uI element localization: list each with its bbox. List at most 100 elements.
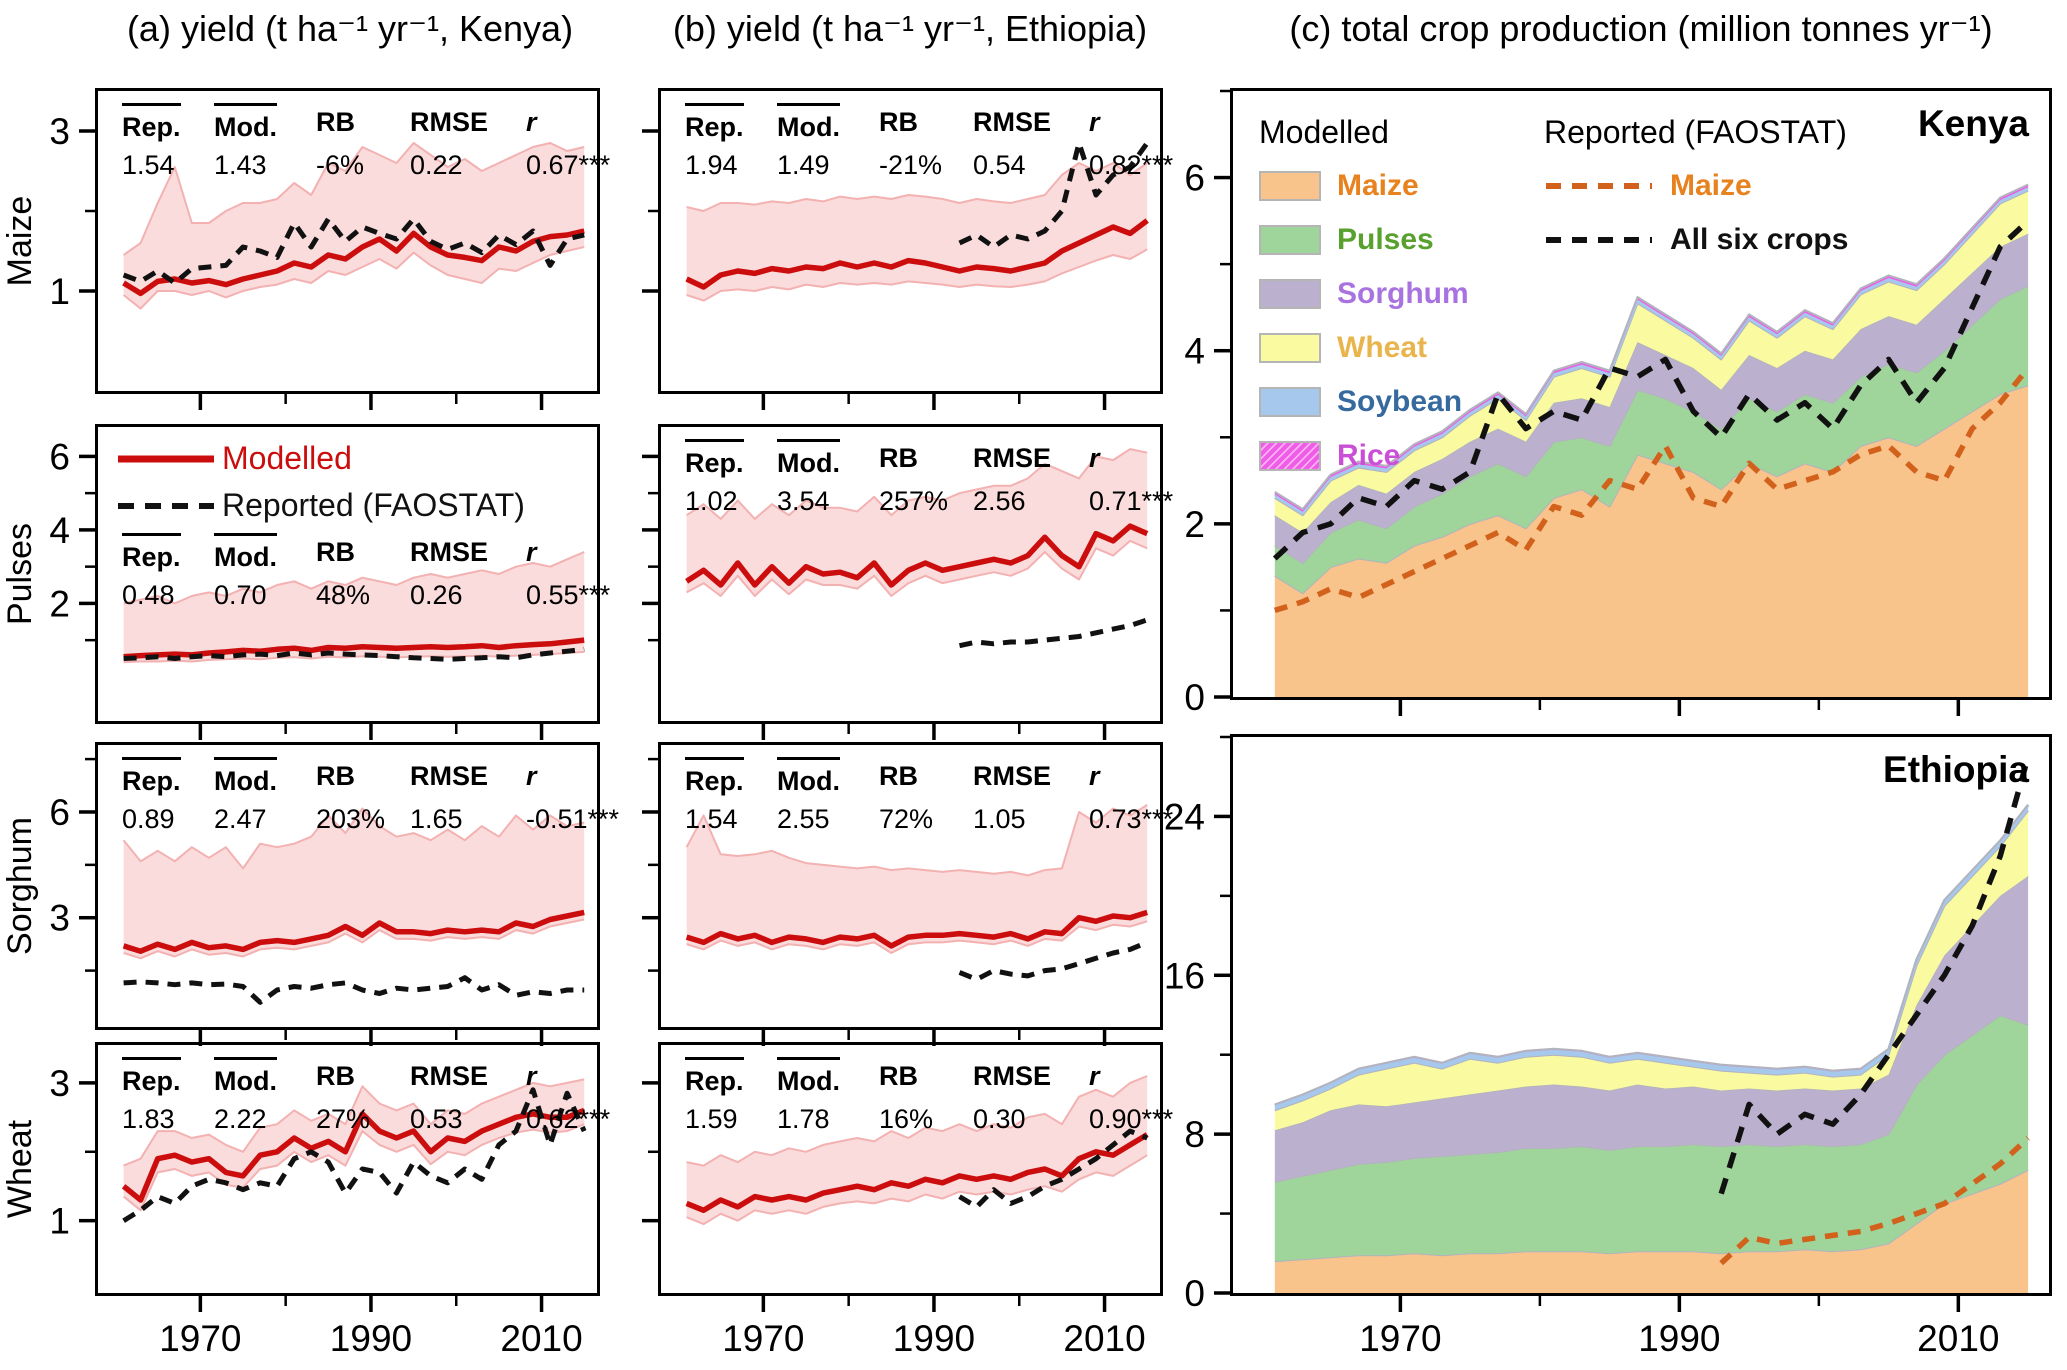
legend-item-reported-maize: Maize xyxy=(1544,159,1964,213)
stats-value: 0.82*** xyxy=(1089,150,1174,181)
panel-kenya-wheat-yield: 1 3 1970 1990 2010 Rep. Mod. RB RMSE r 1.83 2.22 27%… xyxy=(49,1042,610,1359)
svg-text:3: 3 xyxy=(49,111,70,152)
legend-label-modelled: Modelled xyxy=(222,440,352,476)
svg-text:2: 2 xyxy=(1184,504,1205,545)
stats-value: 203% xyxy=(316,804,386,835)
chart-canvas xyxy=(642,757,1149,1046)
stats-value: 1.54 xyxy=(685,804,738,835)
stats-table: Rep. Mod. RB RMSE r 1.54 2.55 72% 1.05 0.73*** xyxy=(685,757,1185,839)
stats-value: 1.65 xyxy=(410,804,463,835)
panel-kenya-sorghum-yield: 3 6 Rep. Mod. RB RMSE r 0.89 2.47 203% 1.65 -0.51**… xyxy=(49,742,619,1046)
legend-item-maize: Maize xyxy=(1259,159,1544,213)
stats-value: 0.22 xyxy=(410,150,463,181)
svg-text:6: 6 xyxy=(49,792,70,833)
chart-canvas: 0 8 16 24 1970 1990 2010 xyxy=(1164,735,2031,1359)
stats-table: Rep. Mod. RB RMSE r 0.89 2.47 203% 1.65 -0.51*** xyxy=(122,757,622,839)
sorghum-swatch xyxy=(1259,279,1321,309)
legend-item-sorghum: Sorghum xyxy=(1259,267,1544,321)
stats-value: 1.49 xyxy=(777,150,830,181)
svg-text:1970: 1970 xyxy=(159,1318,241,1359)
chart-canvas: 36 xyxy=(49,757,585,1046)
stats-header: Mod. xyxy=(214,533,316,576)
stats-header: r xyxy=(1089,443,1100,473)
stats-header: RMSE xyxy=(410,107,489,137)
legend-item-reported: Reported (FAOSTAT) xyxy=(116,482,525,529)
stats-value: 0.73*** xyxy=(1089,804,1174,835)
svg-text:2: 2 xyxy=(49,583,70,624)
stats-header: r xyxy=(526,107,537,137)
svg-text:1: 1 xyxy=(49,271,70,312)
reported-maize-line-swatch xyxy=(1546,183,1652,189)
svg-text:2010: 2010 xyxy=(1063,1318,1145,1359)
stats-table: Rep. Mod. RB RMSE r 1.54 1.43 -6% 0.22 0.67*** xyxy=(122,103,622,185)
stats-header: RMSE xyxy=(973,107,1052,137)
svg-text:4: 4 xyxy=(49,510,70,551)
stats-header: RMSE xyxy=(973,761,1052,791)
stats-value: 1.59 xyxy=(685,1104,738,1135)
legend-item-pulses: Pulses xyxy=(1259,213,1544,267)
svg-text:1990: 1990 xyxy=(893,1318,975,1359)
stats-value: 0.26 xyxy=(410,580,463,611)
stats-value: 48% xyxy=(316,580,371,611)
stats-header: r xyxy=(526,537,537,567)
stats-value: 2.47 xyxy=(214,804,267,835)
row-label-sorghum: Sorghum xyxy=(1,817,39,955)
legend-item-modelled: Modelled xyxy=(116,435,525,482)
stats-value: 0.71*** xyxy=(1089,486,1174,517)
stats-value: 2.56 xyxy=(973,486,1026,517)
stats-value: 1.43 xyxy=(214,150,267,181)
svg-text:16: 16 xyxy=(1164,955,1205,996)
stats-value: 0.90*** xyxy=(1089,1104,1174,1135)
reported-line-swatch xyxy=(118,502,214,509)
stats-header: RB xyxy=(316,537,355,567)
stats-header: Mod. xyxy=(214,757,316,800)
chart-canvas: 0 2 4 6 xyxy=(1184,89,2031,718)
chart-canvas: 13 xyxy=(49,111,585,410)
chart-canvas: 1 3 1970 1990 2010 xyxy=(49,1063,587,1359)
chart-canvas: 2 4 6 xyxy=(49,436,585,740)
svg-text:3: 3 xyxy=(49,1063,70,1104)
panel-kenya-pulses-yield: 2 4 6 Modelled Reported (FAOSTAT) Rep. Mod.… xyxy=(49,424,610,740)
stats-value: 0.30 xyxy=(973,1104,1026,1135)
legend-item-soybean: Soybean xyxy=(1259,375,1544,429)
chart-canvas: 1970 1990 2010 xyxy=(642,1075,1149,1359)
stats-table: Rep. Mod. RB RMSE r 1.83 2.22 27% 0.53 0.62*** xyxy=(122,1057,622,1139)
stats-header: r xyxy=(1089,761,1100,791)
chart-canvas xyxy=(642,129,1150,410)
stats-header: RB xyxy=(316,761,355,791)
stats-header: r xyxy=(1089,107,1100,137)
stats-header: Rep. xyxy=(685,439,777,482)
stats-header: RMSE xyxy=(410,537,489,567)
stats-table: Rep. Mod. RB RMSE r 1.59 1.78 16% 0.30 0.90*** xyxy=(685,1057,1185,1139)
stats-value: -21% xyxy=(879,150,943,181)
legend-header-modelled: Modelled xyxy=(1259,113,1389,150)
stats-value: 1.05 xyxy=(973,804,1026,835)
panel-kenya-maize-yield: 1 3 Rep. Mod. RB RMSE r 1.54 1.43 -6% 0.22 0.67*** xyxy=(49,88,610,410)
svg-text:8: 8 xyxy=(1184,1114,1205,1155)
panel-ethiopia-pulses-yield: Rep. Mod. RB RMSE r 1.02 3.54 257% 2.56 0.71*** xyxy=(642,424,1173,740)
stats-header: Rep. xyxy=(685,757,777,800)
stats-value: 72% xyxy=(879,804,934,835)
legend-modelled-column: Modelled Maize Pulses Sorghum Wheat Soyb… xyxy=(1259,105,1544,483)
stats-header: Mod. xyxy=(214,103,316,146)
svg-text:1990: 1990 xyxy=(1638,1318,1720,1359)
stats-header: RMSE xyxy=(973,1061,1052,1091)
panel-c-title: (c) total crop production (million tonne… xyxy=(1289,8,1993,49)
stats-header: Mod. xyxy=(777,103,879,146)
stats-value: 2.55 xyxy=(777,804,830,835)
reported-all-line-swatch xyxy=(1546,237,1652,243)
stats-value: -6% xyxy=(316,150,365,181)
panel-kenya-production: 0 2 4 6 Modelled Maize Pulses Sorghum Wheat… xyxy=(1184,88,2052,718)
stats-header: RB xyxy=(879,443,918,473)
stats-header: r xyxy=(526,1061,537,1091)
stats-value: 16% xyxy=(879,1104,934,1135)
stats-header: r xyxy=(1089,1061,1100,1091)
stats-value: 1.83 xyxy=(122,1104,175,1135)
panel-b-title: (b) yield (t ha⁻¹ yr⁻¹, Ethiopia) xyxy=(672,8,1148,49)
panel-ethiopia-wheat-yield: 1970 1990 2010 Rep. Mod. RB RMSE r 1.59 1.78 16% 0.… xyxy=(642,1042,1173,1359)
panel-ethiopia-sorghum-yield: Rep. Mod. RB RMSE r 1.54 2.55 72% 1.05 0.73*** xyxy=(642,742,1173,1046)
svg-text:1970: 1970 xyxy=(722,1318,804,1359)
pulses-swatch xyxy=(1259,225,1321,255)
chart-canvas xyxy=(642,448,1149,740)
